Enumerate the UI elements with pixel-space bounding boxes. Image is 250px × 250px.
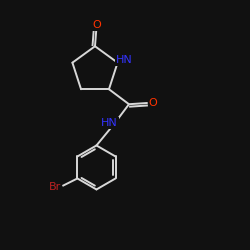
Text: O: O bbox=[92, 20, 101, 30]
Text: HN: HN bbox=[101, 118, 118, 128]
Text: O: O bbox=[149, 98, 158, 108]
Text: HN: HN bbox=[116, 55, 133, 65]
Text: Br: Br bbox=[49, 182, 62, 192]
